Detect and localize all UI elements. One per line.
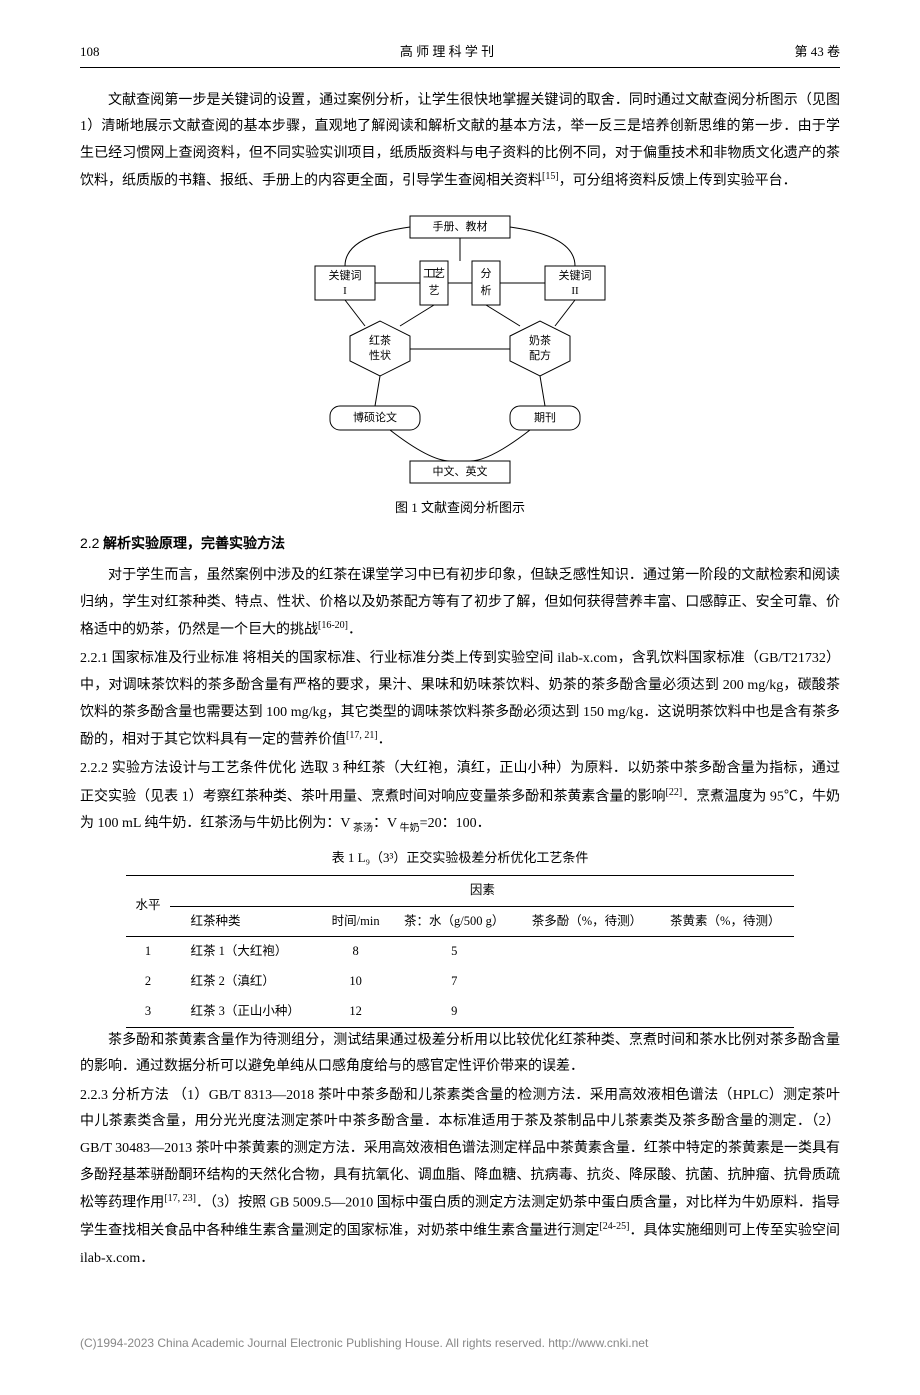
table-1: 水平 因素 红茶种类 时间/min 茶：水（g/500 g） 茶多酚（%，待测）… <box>126 875 795 1028</box>
section-2-2-heading: 2.2 解析实验原理，完善实验方法 <box>80 530 840 559</box>
table-row: 2红茶 2（滇红）107 <box>126 967 795 997</box>
col-factor: 因素 <box>170 875 794 906</box>
paragraph-3: 茶多酚和茶黄素含量作为待测组分，测试结果通过极差分析用以比较优化红茶种类、烹煮时… <box>80 1028 840 1081</box>
paragraph-221: 2.2.1 国家标准及行业标准 将相关的国家标准、行业标准分类上传到实验空间 i… <box>80 646 840 754</box>
table-row: 1红茶 1（大红袍）85 <box>126 937 795 967</box>
svg-text:I: I <box>343 285 347 297</box>
col-level: 水平 <box>126 875 171 937</box>
svg-text:配方: 配方 <box>529 348 551 362</box>
svg-text:中文、英文: 中文、英文 <box>433 464 488 478</box>
svg-text:关键词: 关键词 <box>559 268 592 282</box>
page-header: 108 高 师 理 科 学 刊 第 43 卷 <box>80 40 840 68</box>
svg-text:II: II <box>571 285 579 297</box>
page-footer: (C)1994-2023 China Academic Journal Elec… <box>80 1332 840 1355</box>
paragraph-222: 2.2.2 实验方法设计与工艺条件优化 选取 3 种红茶（大红袍，滇红，正山小种… <box>80 756 840 838</box>
svg-text:分: 分 <box>481 267 492 280</box>
paragraph-2: 对于学生而言，虽然案例中涉及的红茶在课堂学习中已有初步印象，但缺乏感性知识．通过… <box>80 563 840 644</box>
figure-1-diagram: 手册、教材 关键词 I 工艺 工 艺 分 析 关键词 II 红茶 性状 奶茶 配… <box>80 211 840 491</box>
page-number: 108 <box>80 40 100 65</box>
svg-text:性状: 性状 <box>369 348 391 362</box>
table-row: 3红茶 3（正山小种）129 <box>126 997 795 1027</box>
figure-1-caption: 图 1 文献查阅分析图示 <box>80 496 840 521</box>
citation-ref: [17, 23] <box>164 1193 196 1204</box>
svg-text:奶茶: 奶茶 <box>529 333 551 347</box>
citation-ref: [17, 21] <box>346 730 378 741</box>
citation-ref: [24-25] <box>599 1221 629 1232</box>
svg-text:艺: 艺 <box>429 284 440 297</box>
volume: 第 43 卷 <box>794 40 840 65</box>
svg-text:红茶: 红茶 <box>369 334 391 347</box>
citation-ref: [16-20] <box>318 620 348 631</box>
table-1-caption: 表 1 L₉（3³）正交实验极差分析优化工艺条件 <box>80 846 840 871</box>
svg-text:工: 工 <box>429 268 440 280</box>
citation-ref: [22] <box>666 787 683 798</box>
svg-text:关键词: 关键词 <box>329 268 362 282</box>
journal-title: 高 师 理 科 学 刊 <box>400 40 494 65</box>
paragraph-223: 2.2.3 分析方法 （1）GB/T 8313—2018 茶叶中茶多酚和儿茶素类… <box>80 1083 840 1272</box>
citation-ref: [15] <box>542 171 559 182</box>
svg-text:博硕论文: 博硕论文 <box>353 410 397 424</box>
svg-text:析: 析 <box>481 283 492 297</box>
svg-text:手册、教材: 手册、教材 <box>433 219 488 233</box>
paragraph-1: 文献查阅第一步是关键词的设置，通过案例分析，让学生很快地掌握关键词的取舍．同时通… <box>80 88 840 196</box>
svg-text:期刊: 期刊 <box>534 411 556 424</box>
